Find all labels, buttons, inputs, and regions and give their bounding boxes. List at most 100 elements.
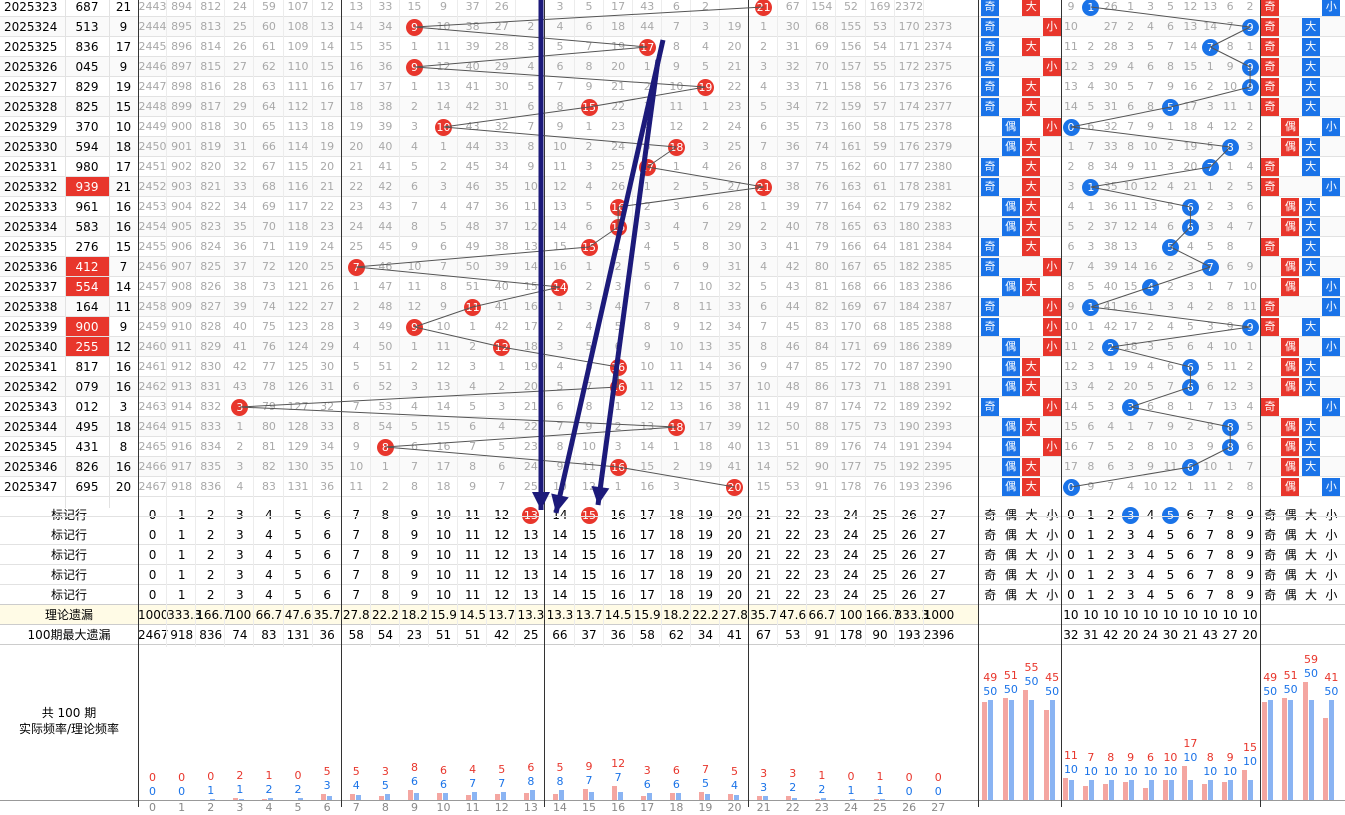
digit-miss: 19 (1183, 140, 1198, 153)
max-miss-value: 34 (697, 628, 714, 642)
odd-even-tag: 奇 (1261, 398, 1279, 416)
miss-value: 1 (760, 200, 768, 213)
marker-cell: 12 (494, 528, 510, 542)
miss-value: 4 (498, 420, 506, 433)
digit-miss: 5 (1246, 420, 1254, 433)
digit-miss: 3 (1206, 100, 1214, 113)
odd-even-tag: 偶 (1281, 198, 1300, 216)
digit-miss: 11 (1223, 360, 1238, 373)
marker-cell: 11 (465, 508, 481, 522)
odd-even-tag: 偶 (1001, 118, 1020, 136)
freq-bar-theory (617, 791, 623, 800)
miss-value: 13 (552, 200, 567, 213)
odd-even-tag: 奇 (981, 58, 999, 76)
miss-value: 87 (814, 400, 829, 413)
freq-actual-label: 51 (1283, 669, 1298, 682)
miss-value: 9 (643, 340, 651, 353)
miss-value: 162 (840, 160, 862, 173)
max-miss-digit: 31 (1083, 628, 1099, 642)
digit-miss: 8 (1166, 400, 1174, 413)
miss-value: 32 (494, 120, 509, 133)
marker-cell: 1 (1087, 508, 1095, 522)
digit-miss: 3 (1127, 460, 1135, 473)
miss-value: 39 (494, 260, 509, 273)
big-small-tag: 小 (1042, 258, 1061, 276)
freq-bar-theory (821, 797, 827, 800)
big-small-tag: 大 (1301, 438, 1320, 456)
digit-miss: 2 (1087, 40, 1095, 53)
miss-value: 2 (614, 260, 622, 273)
marker-cell: 0 (148, 548, 157, 562)
max-miss-label: 100期最大遗漏 (27, 628, 111, 642)
freq-actual-label: 3 (643, 763, 651, 777)
odd-even-tag: 奇 (981, 0, 999, 16)
grid-line (0, 276, 1345, 277)
grid-line (660, 0, 662, 647)
max-miss-digit: 20 (1122, 628, 1139, 642)
miss-value: 2465 (138, 440, 167, 453)
miss-value: 83 (814, 320, 829, 333)
freq-theory-label: 50 (1024, 675, 1039, 688)
miss-value: 10 (436, 320, 451, 333)
miss-value: 9 (672, 60, 680, 73)
digit-miss: 4 (1087, 380, 1095, 393)
marker-cell: 3 (1126, 568, 1135, 582)
grid-line (0, 544, 1345, 545)
digit-miss: 12 (1063, 360, 1078, 373)
freq-bar-actual (524, 792, 530, 800)
miss-value: 71 (873, 380, 888, 393)
marker-cell: 20 (726, 568, 743, 582)
miss-value: 6 (469, 420, 477, 433)
max-miss-value: 42 (494, 628, 510, 642)
marker-cell: 21 (756, 508, 772, 522)
digit-miss: 6 (1226, 260, 1234, 273)
miss-value: 3 (352, 320, 360, 333)
marker-cell: 奇 (984, 528, 997, 542)
marker-cell: 4 (265, 508, 273, 522)
miss-value: 44 (378, 220, 393, 233)
miss-value: 128 (287, 420, 309, 433)
miss-value: 913 (171, 380, 193, 393)
marker-cell: 9 (1246, 548, 1254, 562)
marker-row-label: 标记行 (50, 548, 87, 562)
miss-value: 909 (171, 300, 193, 313)
marker-cell: 7 (1206, 508, 1215, 522)
marker-cell: 8 (381, 588, 390, 602)
digit-miss: 12 (1063, 60, 1078, 73)
miss-value: 8 (410, 220, 418, 233)
miss-value: 107 (287, 0, 309, 13)
miss-value: 46 (785, 340, 800, 353)
miss-value: 62 (261, 60, 276, 73)
freq-actual-label: 8 (1206, 751, 1214, 764)
miss-value: 15 (552, 240, 567, 253)
issue-number: 2025325 (4, 40, 58, 54)
miss-value: 825 (200, 260, 222, 273)
freq-actual-label: 15 (1243, 741, 1258, 754)
miss-value: 38 (378, 100, 393, 113)
marker-cell: 奇 (984, 588, 997, 602)
miss-value: 193 (898, 480, 920, 493)
marker-cell: 24 (843, 588, 859, 602)
theory-value: 13.3 (517, 608, 545, 622)
marker-cell: 1 (177, 528, 186, 542)
marker-cell: 2 (1106, 588, 1115, 602)
miss-value: 5 (440, 220, 448, 233)
digit-miss: 19 (1123, 360, 1138, 373)
marker-cell: 偶 (1284, 568, 1297, 582)
miss-value: 33 (727, 300, 742, 313)
digit-miss: 3 (1226, 200, 1234, 213)
miss-value: 66 (261, 140, 276, 153)
grid-line (0, 256, 1345, 257)
digit-miss: 8 (1147, 440, 1155, 453)
miss-value: 4 (701, 160, 709, 173)
theory-value: 35.7 (313, 608, 341, 622)
miss-value: 906 (171, 240, 193, 253)
digit-miss: 7 (1166, 40, 1174, 53)
digit-ball: 9 (1241, 58, 1259, 76)
marker-cell: 3 (236, 528, 244, 542)
miss-value: 2376 (924, 80, 953, 93)
miss-value: 22 (523, 420, 538, 433)
miss-value: 6 (410, 180, 418, 193)
miss-value: 4 (701, 40, 709, 53)
miss-value: 77 (814, 200, 829, 213)
